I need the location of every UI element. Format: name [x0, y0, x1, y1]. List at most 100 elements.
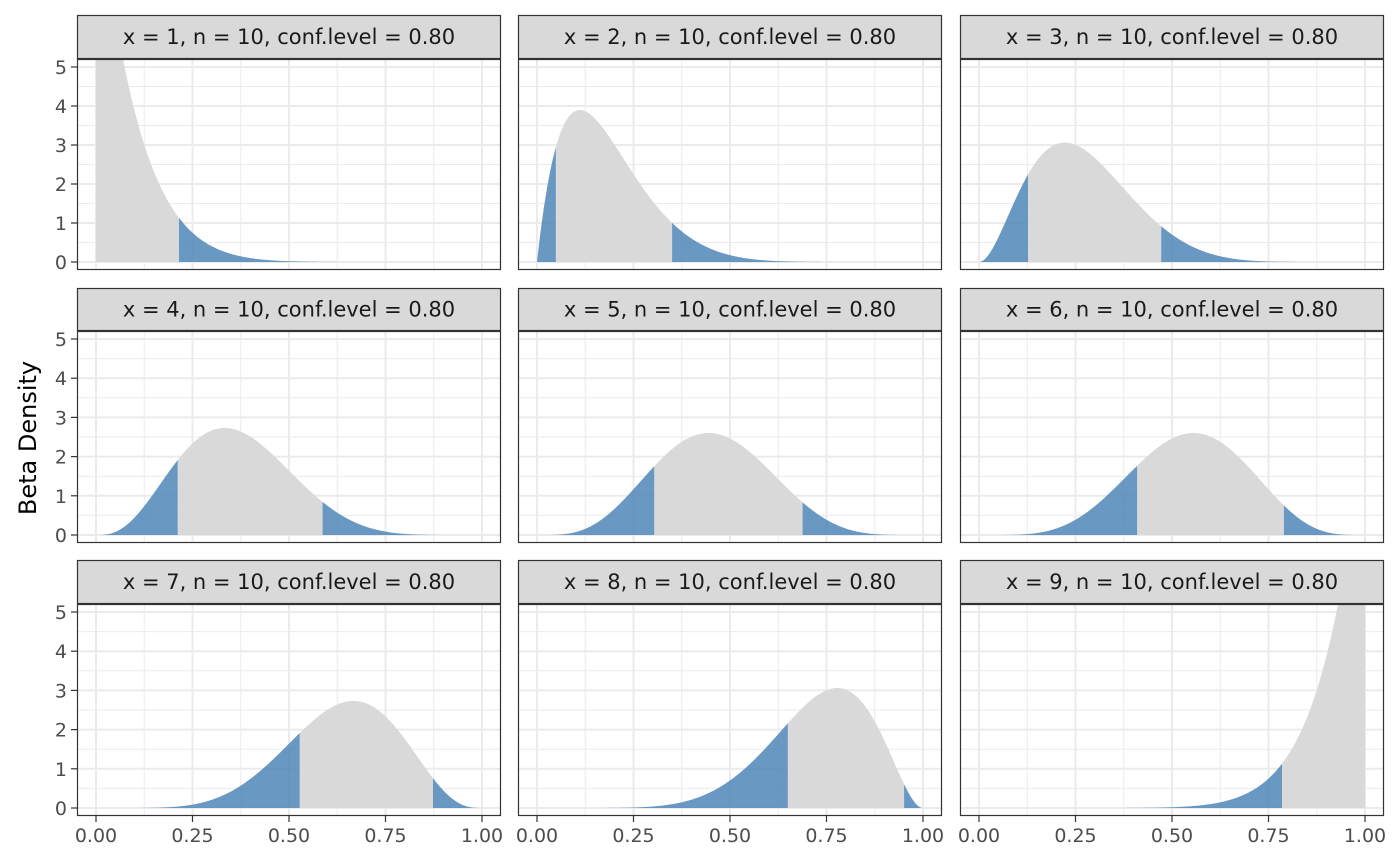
- credible-interval-area: [96, 59, 179, 262]
- y-tick-label: 0: [55, 252, 67, 274]
- x-tick-label: 0.75: [1247, 825, 1289, 847]
- y-tick-label: 3: [55, 407, 67, 429]
- upper-tail-area: [1161, 226, 1365, 262]
- upper-tail-area: [432, 778, 482, 808]
- y-tick-label: 5: [55, 602, 67, 624]
- credible-interval-area: [555, 110, 673, 262]
- y-axis-title: Beta Density: [14, 361, 42, 515]
- facet-strip-label: x = 4, n = 10, conf.level = 0.80: [123, 298, 455, 322]
- facet-strip: [959, 559, 1385, 605]
- facet-panel: x = 3, n = 10, conf.level = 0.80: [959, 14, 1385, 271]
- x-tick-label: 0.50: [268, 825, 310, 847]
- facet-strip-label: x = 8, n = 10, conf.level = 0.80: [564, 570, 896, 594]
- x-tick-label: 1.00: [1344, 825, 1386, 847]
- lower-tail-area: [537, 466, 655, 535]
- y-tick-label: 2: [55, 720, 67, 742]
- lower-tail-area: [96, 732, 300, 808]
- upper-tail-area: [802, 502, 923, 535]
- x-tick-label: 0.50: [709, 825, 751, 847]
- density-areas: [537, 433, 923, 535]
- lower-tail-area: [979, 174, 1029, 262]
- x-tick-label: 0.25: [1054, 825, 1096, 847]
- facet-panel: x = 6, n = 10, conf.level = 0.80: [959, 287, 1385, 544]
- upper-tail-area: [904, 784, 923, 808]
- panel-border: [76, 603, 502, 817]
- y-tick-label: 0: [55, 798, 67, 820]
- y-tick-label: 1: [55, 213, 67, 235]
- facet-panel: x = 4, n = 10, conf.level = 0.80 0 1 2 3 4 5: [55, 287, 502, 547]
- facet-strip-label: x = 9, n = 10, conf.level = 0.80: [1006, 570, 1338, 594]
- facet-strip: [76, 287, 502, 332]
- facet-strip-label: x = 2, n = 10, conf.level = 0.80: [564, 25, 896, 49]
- y-tick-label: 2: [55, 447, 67, 469]
- panel-border: [76, 330, 502, 544]
- panel-border: [959, 58, 1385, 271]
- facet-strip: [76, 14, 502, 60]
- upper-tail-area: [322, 501, 482, 535]
- x-tick-label: 0.75: [805, 825, 847, 847]
- density-areas: [537, 110, 923, 262]
- x-tick-label: 1.00: [902, 825, 944, 847]
- lower-tail-area: [96, 459, 178, 535]
- y-tick-label: 5: [55, 329, 67, 351]
- credible-interval-area: [1282, 604, 1365, 808]
- facet-strip: [517, 287, 943, 332]
- panel-border: [959, 330, 1385, 544]
- density-areas: [979, 142, 1365, 262]
- facet-strip: [76, 559, 502, 605]
- facet-strip: [959, 287, 1385, 332]
- upper-tail-area: [1283, 505, 1365, 535]
- facet-panel: x = 1, n = 10, conf.level = 0.80 0 1 2 3 4 5: [55, 14, 502, 274]
- density-areas: [96, 700, 482, 808]
- density-areas: [979, 433, 1365, 535]
- panel-border: [959, 603, 1385, 817]
- y-tick-label: 2: [55, 174, 67, 196]
- facet-panel: x = 8, n = 10, conf.level = 0.80 0.00 0.25…: [516, 559, 944, 847]
- y-tick-label: 0: [55, 525, 67, 547]
- credible-interval-area: [177, 427, 323, 535]
- facet-strip-label: x = 5, n = 10, conf.level = 0.80: [564, 298, 896, 322]
- x-tick-label: 0.25: [612, 825, 654, 847]
- x-tick-label: 0.00: [75, 825, 117, 847]
- credible-interval-area: [1137, 433, 1284, 535]
- panel-border: [517, 330, 943, 544]
- y-tick-label: 4: [55, 368, 67, 390]
- facet-strip-label: x = 6, n = 10, conf.level = 0.80: [1006, 298, 1338, 322]
- lower-tail-area: [979, 465, 1138, 535]
- x-tick-label: 0.00: [958, 825, 1000, 847]
- lower-tail-area: [979, 763, 1283, 808]
- facet-strip: [517, 559, 943, 605]
- facet-strip-label: x = 1, n = 10, conf.level = 0.80: [123, 25, 455, 49]
- credible-interval-area: [299, 700, 433, 808]
- y-tick-label: 4: [55, 641, 67, 663]
- y-tick-label: 1: [55, 486, 67, 508]
- facet-strip: [959, 14, 1385, 60]
- facet-panels: x = 1, n = 10, conf.level = 0.80012345x …: [55, 14, 1386, 847]
- x-tick-label: 0.75: [364, 825, 406, 847]
- facet-panel: x = 5, n = 10, conf.level = 0.80: [517, 287, 943, 544]
- y-tick-label: 3: [55, 135, 67, 157]
- facet-panel: x = 2, n = 10, conf.level = 0.80: [517, 14, 943, 271]
- y-tick-label: 1: [55, 759, 67, 781]
- y-tick-label: 3: [55, 680, 67, 702]
- density-areas: [96, 59, 483, 262]
- facet-strip-label: x = 7, n = 10, conf.level = 0.80: [123, 570, 455, 594]
- density-areas: [979, 604, 1365, 808]
- x-tick-label: 0.00: [516, 825, 558, 847]
- y-tick-label: 5: [55, 57, 67, 79]
- facet-strip-label: x = 3, n = 10, conf.level = 0.80: [1006, 25, 1338, 49]
- credible-interval-area: [787, 688, 905, 808]
- x-tick-label: 1.00: [461, 825, 503, 847]
- facet-panel: x = 7, n = 10, conf.level = 0.80 0 1 2 3 4 5 0.…: [55, 559, 503, 847]
- lower-tail-area: [537, 146, 556, 262]
- upper-tail-area: [178, 217, 483, 262]
- panel-border: [517, 603, 943, 817]
- density-areas: [537, 688, 923, 808]
- upper-tail-area: [672, 222, 923, 262]
- credible-interval-area: [654, 433, 803, 535]
- facet-strip: [517, 14, 943, 60]
- y-tick-label: 4: [55, 96, 67, 118]
- density-areas: [96, 427, 482, 535]
- credible-interval-area: [1028, 142, 1162, 262]
